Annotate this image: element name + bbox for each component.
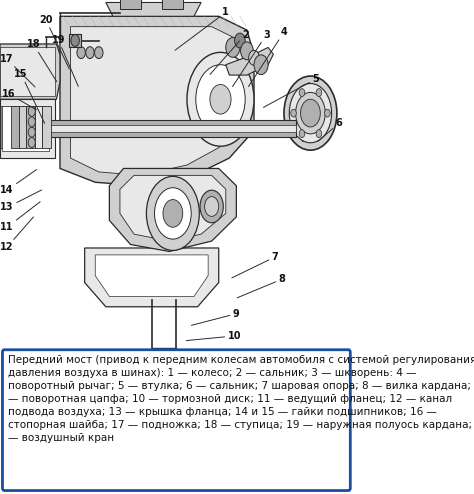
Bar bbox=[42, 106, 51, 148]
Circle shape bbox=[316, 130, 322, 138]
Text: 14: 14 bbox=[0, 169, 36, 195]
Text: 1: 1 bbox=[175, 7, 229, 50]
Text: 5: 5 bbox=[264, 74, 319, 107]
Bar bbox=[69, 34, 81, 47]
Bar bbox=[10, 106, 19, 148]
Circle shape bbox=[28, 127, 35, 137]
Text: 11: 11 bbox=[0, 202, 40, 232]
Text: 8: 8 bbox=[237, 274, 286, 298]
Polygon shape bbox=[109, 168, 237, 251]
Polygon shape bbox=[71, 27, 244, 175]
Circle shape bbox=[205, 197, 219, 216]
Bar bbox=[42, 120, 296, 137]
Bar bbox=[0, 99, 55, 158]
Text: 12: 12 bbox=[0, 217, 34, 252]
Text: 20: 20 bbox=[39, 15, 69, 69]
Circle shape bbox=[71, 35, 79, 46]
Polygon shape bbox=[106, 2, 201, 16]
Text: 9: 9 bbox=[191, 309, 240, 326]
Circle shape bbox=[146, 176, 199, 250]
Circle shape bbox=[249, 50, 259, 65]
Circle shape bbox=[155, 188, 191, 239]
Bar bbox=[27, 106, 35, 148]
Bar bbox=[162, 0, 183, 9]
Circle shape bbox=[325, 109, 330, 117]
Bar bbox=[19, 106, 27, 148]
Circle shape bbox=[77, 47, 85, 59]
Circle shape bbox=[291, 109, 296, 117]
Text: 16: 16 bbox=[2, 89, 36, 110]
Text: 3: 3 bbox=[233, 30, 270, 86]
Bar bbox=[0, 47, 55, 96]
Text: 2: 2 bbox=[210, 30, 248, 75]
Text: 6: 6 bbox=[318, 119, 342, 141]
Text: 17: 17 bbox=[0, 54, 35, 87]
Circle shape bbox=[200, 190, 223, 223]
Circle shape bbox=[235, 33, 245, 48]
Circle shape bbox=[241, 42, 253, 60]
Text: 19: 19 bbox=[52, 35, 78, 86]
Circle shape bbox=[86, 47, 94, 59]
Circle shape bbox=[299, 88, 305, 96]
Polygon shape bbox=[226, 47, 273, 75]
Bar bbox=[120, 0, 141, 9]
Bar bbox=[49, 125, 296, 132]
Polygon shape bbox=[120, 175, 226, 241]
Polygon shape bbox=[95, 255, 208, 296]
Circle shape bbox=[210, 84, 231, 114]
Bar bbox=[301, 85, 309, 141]
Polygon shape bbox=[85, 248, 219, 307]
Circle shape bbox=[296, 92, 325, 134]
Bar bbox=[35, 106, 42, 148]
Circle shape bbox=[94, 47, 103, 59]
Circle shape bbox=[196, 65, 245, 134]
Circle shape bbox=[289, 83, 332, 143]
Text: 18: 18 bbox=[27, 40, 57, 82]
Polygon shape bbox=[0, 44, 60, 99]
Text: 7: 7 bbox=[232, 252, 279, 278]
Circle shape bbox=[28, 107, 35, 117]
Polygon shape bbox=[60, 16, 254, 186]
Circle shape bbox=[28, 117, 35, 127]
Circle shape bbox=[284, 76, 337, 150]
Circle shape bbox=[316, 88, 322, 96]
Text: Передний мост (привод к передним колесам автомобиля с системой регулирования
дав: Передний мост (привод к передним колесам… bbox=[8, 355, 474, 443]
Bar bbox=[2, 106, 49, 151]
Circle shape bbox=[163, 200, 183, 227]
Text: 13: 13 bbox=[0, 190, 42, 212]
Circle shape bbox=[301, 99, 320, 127]
Text: 4: 4 bbox=[248, 27, 287, 86]
Bar bbox=[0, 106, 10, 148]
Circle shape bbox=[299, 130, 305, 138]
Text: 15: 15 bbox=[14, 69, 45, 124]
Bar bbox=[296, 89, 316, 137]
FancyBboxPatch shape bbox=[2, 350, 350, 491]
Circle shape bbox=[254, 55, 268, 75]
Circle shape bbox=[226, 38, 240, 57]
Text: 10: 10 bbox=[186, 331, 241, 341]
Bar bbox=[0, 2, 353, 348]
Circle shape bbox=[28, 138, 35, 147]
Circle shape bbox=[187, 52, 254, 146]
